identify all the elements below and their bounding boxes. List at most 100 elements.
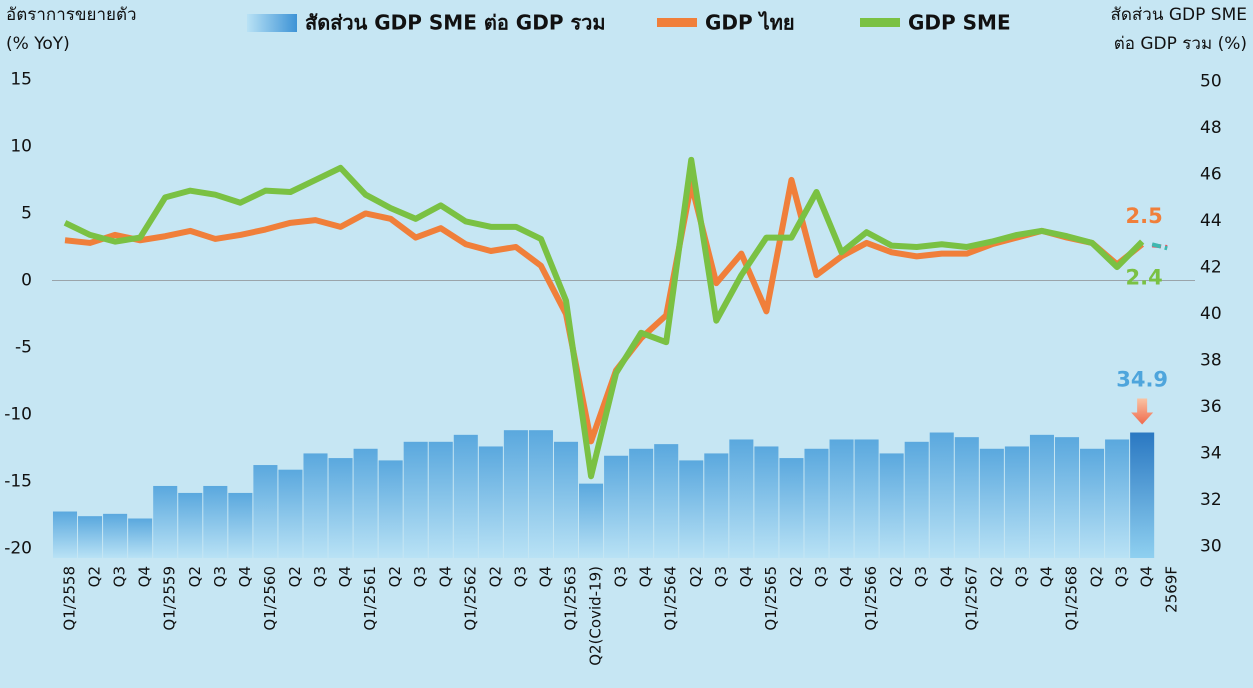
- arrow: [1131, 398, 1154, 425]
- x-tick-label: Q3: [1113, 566, 1131, 587]
- x-tick-label: Q2: [386, 566, 404, 587]
- y2-axis-label: สัดส่วน GDP SME: [1111, 5, 1247, 25]
- x-tick-label: Q1/2565: [762, 566, 780, 631]
- y2-axis-label: ต่อ GDP รวม (%): [1114, 34, 1247, 54]
- x-tick-label: Q2: [1088, 566, 1106, 587]
- x-tick-label: Q1/2561: [361, 566, 379, 631]
- bar: [528, 430, 553, 558]
- x-tick-label: Q4: [737, 566, 755, 587]
- x-tick-label: Q1/2566: [862, 566, 880, 631]
- legend-label: สัดส่วน GDP SME ต่อ GDP รวม: [305, 11, 606, 35]
- bar: [278, 469, 303, 558]
- bar: [353, 448, 378, 558]
- y2-tick-label: 30: [1200, 536, 1222, 556]
- y2-tick-label: 44: [1200, 211, 1222, 231]
- bar: [729, 439, 754, 558]
- bar: [604, 455, 629, 558]
- x-tick-label: Q2: [286, 566, 304, 587]
- x-tick-label: Q4: [837, 566, 855, 587]
- bar: [754, 446, 779, 558]
- x-tick-label: Q3: [311, 566, 329, 587]
- y-axis-label: อัตราการขยายตัว: [6, 5, 137, 25]
- x-tick-label: Q3: [712, 566, 730, 587]
- x-tick-label: Q4: [236, 566, 254, 587]
- x-tick-label: Q2: [987, 566, 1005, 587]
- x-tick-label: Q4: [136, 566, 154, 587]
- x-tick-label: Q4: [1037, 566, 1055, 587]
- y2-tick-label: 38: [1200, 350, 1222, 370]
- x-tick-label: Q2: [787, 566, 805, 587]
- x-tick-label: Q4: [637, 566, 655, 587]
- y2-tick-label: 34: [1200, 443, 1222, 463]
- bar: [478, 446, 503, 558]
- bar: [1004, 446, 1029, 558]
- y2-tick-label: 48: [1200, 118, 1222, 138]
- line-value-label: 2.5: [1126, 204, 1163, 228]
- y2-tick-label: 32: [1200, 490, 1222, 510]
- bar: [52, 511, 78, 558]
- legend-label: GDP SME: [908, 11, 1011, 35]
- bar-value-label: 34.9: [1116, 368, 1168, 392]
- x-tick-label: Q1/2558: [61, 566, 79, 631]
- legend-label: GDP ไทย: [705, 11, 795, 35]
- y2-tick-label: 40: [1200, 304, 1222, 324]
- y-tick-label: -20: [4, 539, 32, 559]
- y-tick-label: 5: [21, 203, 32, 223]
- bar: [453, 434, 478, 558]
- bar: [128, 518, 153, 558]
- bar: [879, 453, 904, 558]
- x-tick-label: Q3: [612, 566, 630, 587]
- bar: [253, 465, 278, 558]
- y2-tick-label: 50: [1200, 72, 1222, 92]
- x-tick-label: Q3: [511, 566, 529, 587]
- bar: [378, 460, 403, 558]
- bar: [428, 441, 453, 558]
- legend-swatch: [657, 18, 697, 27]
- bar: [704, 453, 729, 558]
- bar: [153, 485, 178, 558]
- bar: [629, 448, 654, 558]
- bar: [1054, 437, 1080, 558]
- bar: [1105, 439, 1130, 558]
- y2-tick-label: 36: [1200, 397, 1222, 417]
- x-tick-label: Q1/2562: [461, 566, 479, 631]
- bar: [804, 448, 829, 558]
- x-tick-label: Q1/2559: [161, 566, 179, 631]
- x-tick-label: Q1/2567: [962, 566, 980, 631]
- x-tick-label: Q3: [211, 566, 229, 587]
- x-tick-label: Q4: [937, 566, 955, 587]
- bar: [1029, 434, 1054, 558]
- x-tick-label: Q1/2564: [662, 566, 680, 631]
- bar: [979, 448, 1004, 558]
- x-tick-label: Q2: [486, 566, 504, 587]
- bar: [103, 513, 128, 558]
- x-tick-label: Q3: [411, 566, 429, 587]
- bar: [78, 516, 103, 558]
- x-tick-label: Q3: [912, 566, 930, 587]
- y-tick-label: 10: [10, 136, 32, 156]
- bar: [1130, 432, 1155, 558]
- x-tick-label: Q4: [436, 566, 454, 587]
- x-tick-label: Q2: [887, 566, 905, 587]
- bar: [228, 492, 253, 558]
- bar: [929, 432, 954, 558]
- bar: [829, 439, 854, 558]
- bar: [954, 437, 979, 558]
- x-tick-label: Q3: [1012, 566, 1030, 587]
- legend-swatch: [860, 18, 900, 27]
- y-tick-label: 15: [10, 69, 32, 89]
- y2-tick-label: 42: [1200, 258, 1222, 278]
- bar: [178, 492, 203, 558]
- forecast-line: [1151, 242, 1168, 251]
- legend-swatch: [247, 14, 297, 32]
- bar: [654, 444, 679, 558]
- y-tick-label: -10: [4, 405, 32, 425]
- bar: [553, 441, 579, 558]
- bar: [203, 485, 228, 558]
- y-axis-label: (% YoY): [6, 34, 70, 54]
- bar: [1080, 448, 1105, 558]
- x-tick-label: Q4: [1138, 566, 1156, 587]
- bar: [579, 483, 604, 558]
- x-tick-label: Q1/2560: [261, 566, 279, 631]
